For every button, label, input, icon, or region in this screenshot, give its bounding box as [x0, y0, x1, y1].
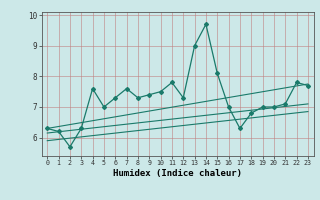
X-axis label: Humidex (Indice chaleur): Humidex (Indice chaleur)	[113, 169, 242, 178]
